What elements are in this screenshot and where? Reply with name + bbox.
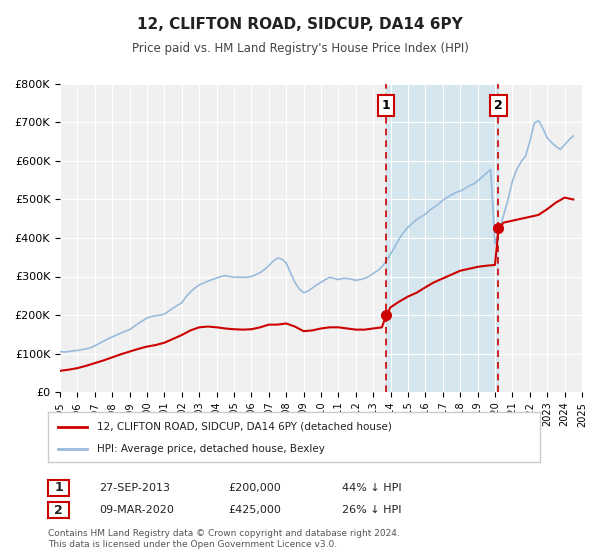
- Text: 27-SEP-2013: 27-SEP-2013: [99, 483, 170, 493]
- Text: 1: 1: [54, 481, 63, 494]
- Text: £425,000: £425,000: [228, 505, 281, 515]
- Text: Contains HM Land Registry data © Crown copyright and database right 2024.
This d: Contains HM Land Registry data © Crown c…: [48, 529, 400, 549]
- Text: 44% ↓ HPI: 44% ↓ HPI: [342, 483, 401, 493]
- Text: 2: 2: [54, 503, 63, 517]
- Text: 12, CLIFTON ROAD, SIDCUP, DA14 6PY: 12, CLIFTON ROAD, SIDCUP, DA14 6PY: [137, 17, 463, 32]
- Text: 09-MAR-2020: 09-MAR-2020: [99, 505, 174, 515]
- Text: 26% ↓ HPI: 26% ↓ HPI: [342, 505, 401, 515]
- Text: £200,000: £200,000: [228, 483, 281, 493]
- Text: 2: 2: [494, 99, 503, 112]
- Text: Price paid vs. HM Land Registry's House Price Index (HPI): Price paid vs. HM Land Registry's House …: [131, 42, 469, 55]
- Text: HPI: Average price, detached house, Bexley: HPI: Average price, detached house, Bexl…: [97, 445, 325, 454]
- Text: 12, CLIFTON ROAD, SIDCUP, DA14 6PY (detached house): 12, CLIFTON ROAD, SIDCUP, DA14 6PY (deta…: [97, 422, 392, 432]
- Bar: [386, 84, 499, 392]
- Text: 1: 1: [382, 99, 391, 112]
